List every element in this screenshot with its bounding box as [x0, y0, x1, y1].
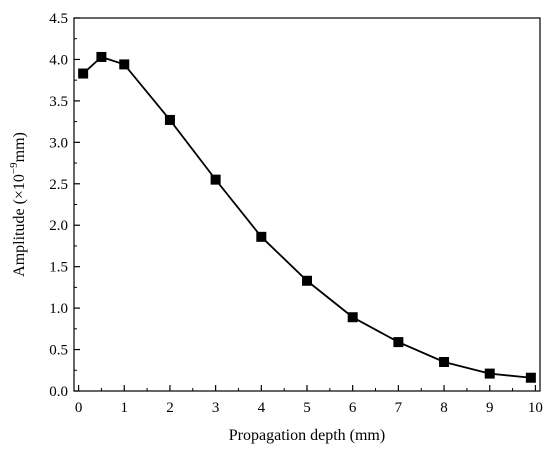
y-axis-label: Amplitude (×10−9mm) [8, 132, 28, 277]
data-point-marker [256, 231, 267, 242]
x-tick-label: 0 [75, 400, 83, 416]
y-axis-label-suffix: mm) [11, 132, 28, 162]
y-axis-label-prefix: Amplitude (×10 [11, 174, 28, 277]
x-tick-label: 9 [486, 400, 494, 416]
x-tick-label: 4 [258, 400, 266, 416]
data-point-marker [119, 59, 130, 70]
y-axis-label-exponent: −9 [8, 162, 20, 174]
series-layer [78, 51, 536, 383]
x-tick-label: 3 [212, 400, 220, 416]
data-point-marker [393, 337, 404, 348]
data-point-marker [78, 68, 89, 79]
data-point-marker [302, 275, 312, 286]
y-tick-label: 0.0 [49, 384, 68, 400]
x-tick-label: 1 [121, 400, 129, 416]
data-point-marker [164, 114, 175, 125]
data-point-marker [96, 51, 107, 62]
x-tick-label: 2 [166, 400, 174, 416]
data-point-marker [484, 368, 495, 379]
y-tick-label: 3.0 [49, 135, 68, 151]
y-axis: 0.0 0.5 1.0 1.5 2.0 2.5 3.0 3.5 4.0 4.5 [49, 11, 80, 400]
y-tick-label: 1.0 [49, 301, 68, 317]
y-tick-label: 3.5 [49, 94, 68, 110]
y-tick-label: 4.5 [49, 11, 68, 27]
data-point-marker [347, 312, 358, 323]
series-line [82, 55, 531, 379]
plot-area-frame [73, 17, 541, 392]
x-tick-label: 5 [303, 400, 311, 416]
y-tick-label: 4.0 [49, 52, 68, 68]
x-tick-label: 6 [349, 400, 357, 416]
y-tick-label: 1.5 [49, 260, 68, 276]
y-tick-label: 0.5 [49, 343, 68, 359]
data-point-marker [525, 372, 536, 383]
x-tick-label: 10 [528, 400, 543, 416]
x-axis: 0 1 2 3 4 5 6 7 8 9 10 [75, 385, 543, 416]
x-axis-label: Propagation depth (mm) [229, 427, 385, 444]
data-point-marker [210, 174, 221, 185]
data-point-marker [439, 356, 450, 367]
y-tick-label: 2.0 [49, 218, 68, 234]
y-tick-label: 2.5 [49, 177, 68, 193]
x-tick-label: 7 [395, 400, 403, 416]
x-tick-label: 8 [440, 400, 448, 416]
